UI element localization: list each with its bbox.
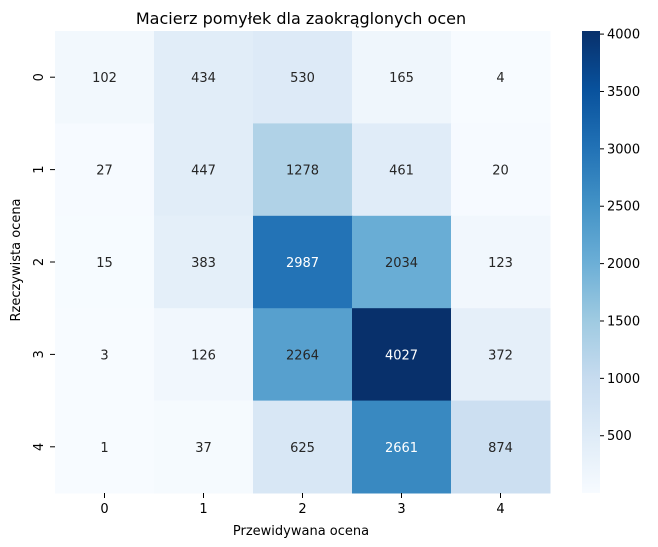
heatmap-cell-label: 1278 [286, 164, 319, 179]
x-tick-label: 4 [496, 502, 504, 517]
colorbar-ticks: 500 1000 1500 2000 2500 3000 3500 4000 [600, 28, 640, 444]
heatmap-cell-label: 434 [191, 71, 216, 86]
x-tick-label: 0 [100, 502, 108, 517]
x-tick-label: 1 [199, 502, 207, 517]
heatmap-cell-label: 102 [92, 71, 117, 86]
colorbar-gradient [582, 31, 600, 493]
heatmap-cell [55, 123, 155, 217]
heatmap-cell [55, 400, 155, 494]
heatmap-cell [352, 31, 452, 124]
heatmap-cell-label: 383 [191, 256, 216, 271]
heatmap-cell [253, 123, 353, 217]
x-tick-label: 2 [298, 502, 306, 517]
heatmap-cell [154, 215, 254, 309]
heatmap-cell-label: 27 [96, 164, 113, 179]
heatmap-cell-label: 123 [488, 256, 513, 271]
heatmap-cell-label: 2661 [385, 441, 418, 456]
heatmap-cell-label: 37 [195, 441, 212, 456]
heatmap-cell-label: 625 [290, 441, 315, 456]
heatmap-cell-labels: 102 434 530 165 4 27 447 1278 461 20 15 383 2987 2034… [92, 71, 513, 456]
heatmap-cell-label: 4027 [385, 348, 418, 363]
heatmap-cell-label: 461 [389, 164, 414, 179]
heatmap-cell [352, 308, 452, 402]
heatmap-cell [451, 123, 551, 217]
heatmap-cell-label: 2034 [385, 256, 418, 271]
heatmap-cell [352, 400, 452, 494]
heatmap-cell [451, 215, 551, 309]
y-tick-label: 0 [32, 73, 47, 81]
heatmap-cell-label: 126 [191, 348, 216, 363]
heatmap-cell [253, 308, 353, 402]
y-tick-label: 3 [32, 350, 47, 358]
heatmap-cell [253, 400, 353, 494]
heatmap-cell-label: 15 [96, 256, 113, 271]
heatmap-cell [253, 31, 353, 124]
heatmap-cell-label: 165 [389, 71, 414, 86]
heatmap-cell-label: 530 [290, 71, 315, 86]
heatmap-cell-label: 20 [492, 164, 509, 179]
heatmap-cell [451, 31, 551, 124]
heatmap-cell-label: 447 [191, 164, 216, 179]
heatmap-cell-label: 3 [100, 348, 108, 363]
y-tick-label: 1 [32, 165, 47, 173]
y-axis-ticks: 0 1 2 3 4 [32, 73, 55, 451]
heatmap-cell [253, 215, 353, 309]
x-axis-ticks: 0 1 2 3 4 [100, 493, 505, 517]
heatmap-cell [451, 308, 551, 402]
x-axis-title: Przewidywana ocena [233, 524, 369, 539]
colorbar-tick-label: 2500 [607, 200, 640, 215]
colorbar-tick-label: 2000 [607, 257, 640, 272]
heatmap-cell-label: 2264 [286, 348, 319, 363]
heatmap-cell-label: 874 [488, 441, 513, 456]
colorbar-tick-label: 1500 [607, 314, 640, 329]
y-tick-label: 2 [32, 258, 47, 266]
heatmap-cell-label: 4 [496, 71, 504, 86]
y-tick-label: 4 [32, 443, 47, 451]
y-axis-title: Rzeczywista ocena [9, 198, 24, 321]
heatmap-cell [55, 31, 155, 124]
heatmap-cells [55, 31, 551, 494]
colorbar [582, 31, 600, 493]
colorbar-tick-label: 3000 [607, 142, 640, 157]
heatmap-cell-label: 2987 [286, 256, 319, 271]
x-tick-label: 3 [397, 502, 405, 517]
chart-title: Macierz pomyłek dla zaokrąglonych ocen [136, 9, 466, 28]
heatmap-cell [154, 400, 254, 494]
heatmap-cell [451, 400, 551, 494]
heatmap-cell [154, 31, 254, 124]
colorbar-tick-label: 4000 [607, 28, 640, 43]
heatmap-cell-label: 372 [488, 348, 513, 363]
heatmap-cell [154, 308, 254, 402]
heatmap-cell [154, 123, 254, 217]
heatmap-cell [352, 123, 452, 217]
colorbar-tick-label: 1000 [607, 372, 640, 387]
colorbar-tick-label: 3500 [607, 85, 640, 100]
heatmap-cell [55, 215, 155, 309]
heatmap-cell [352, 215, 452, 309]
heatmap-cell-label: 1 [100, 441, 108, 456]
heatmap-cell [55, 308, 155, 402]
colorbar-tick-label: 500 [607, 429, 632, 444]
